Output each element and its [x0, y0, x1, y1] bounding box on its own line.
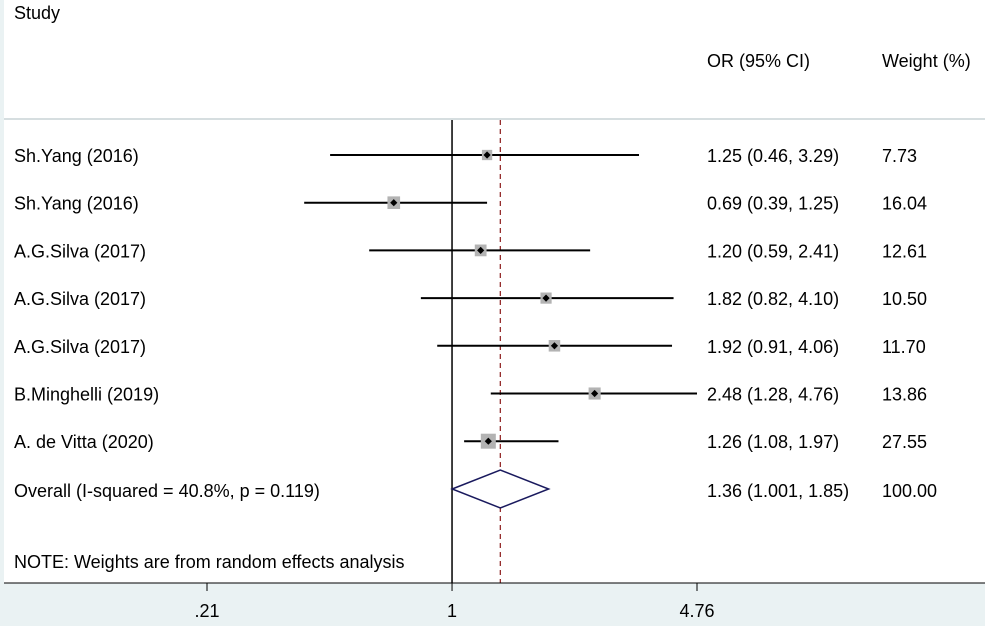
effect-header: OR (95% CI) — [707, 51, 810, 71]
overall-row: Overall (I-squared = 40.8%, p = 0.119) 1… — [14, 469, 937, 509]
study-row: A.G.Silva (2017) 1.20 (0.59, 2.41) 12.61 — [14, 241, 927, 261]
ci-text: 2.48 (1.28, 4.76) — [707, 385, 839, 405]
ci-text: 1.25 (0.46, 3.29) — [707, 146, 839, 166]
study-label: Sh.Yang (2016) — [14, 194, 139, 214]
ci-text: 1.92 (0.91, 4.06) — [707, 337, 839, 357]
study-row: Sh.Yang (2016) 0.69 (0.39, 1.25) 16.04 — [14, 194, 927, 214]
overall-label: Overall (I-squared = 40.8%, p = 0.119) — [14, 481, 320, 501]
weight-text: 12.61 — [882, 241, 927, 261]
point-estimate — [483, 151, 491, 159]
weights-note: NOTE: Weights are from random effects an… — [14, 552, 404, 572]
overall-diamond — [450, 469, 551, 509]
study-row: A.G.Silva (2017) 1.92 (0.91, 4.06) 11.70 — [14, 337, 926, 357]
study-label: Sh.Yang (2016) — [14, 146, 139, 166]
weight-header: Weight (%) — [882, 51, 971, 71]
x-axis-ticks: .21 1 4.76 — [194, 583, 715, 621]
study-row: A. de Vitta (2020) 1.26 (1.08, 1.97) 27.55 — [14, 432, 927, 452]
weight-text: 27.55 — [882, 432, 927, 452]
ci-text: 0.69 (0.39, 1.25) — [707, 194, 839, 214]
study-row: A.G.Silva (2017) 1.82 (0.82, 4.10) 10.50 — [14, 289, 927, 309]
point-estimate — [550, 342, 559, 350]
study-label: A.G.Silva (2017) — [14, 337, 146, 357]
x-tick-label: .21 — [194, 601, 219, 621]
weight-text: 10.50 — [882, 289, 927, 309]
ci-text: 1.82 (0.82, 4.10) — [707, 289, 839, 309]
study-label: B.Minghelli (2019) — [14, 385, 159, 405]
study-label: A. de Vitta (2020) — [14, 432, 154, 452]
weight-text: 13.86 — [882, 385, 927, 405]
point-estimate — [390, 199, 398, 207]
study-label: A.G.Silva (2017) — [14, 241, 146, 261]
overall-weight-text: 100.00 — [882, 481, 937, 501]
ci-text: 1.20 (0.59, 2.41) — [707, 241, 839, 261]
study-label: A.G.Silva (2017) — [14, 289, 146, 309]
ci-text: 1.26 (1.08, 1.97) — [707, 432, 839, 452]
weight-text: 16.04 — [882, 194, 927, 214]
point-estimate — [591, 389, 599, 398]
weight-text: 11.70 — [882, 337, 926, 357]
study-header: Study — [14, 3, 60, 23]
point-estimate — [477, 246, 485, 254]
study-rows: Sh.Yang (2016) 1.25 (0.46, 3.29) 7.73Sh.Ya… — [14, 146, 927, 452]
study-row: B.Minghelli (2019) 2.48 (1.28, 4.76) 13.86 — [14, 385, 927, 405]
point-estimate — [542, 294, 550, 302]
x-tick-label: 1 — [447, 601, 457, 621]
point-estimate — [484, 437, 492, 445]
overall-ci-text: 1.36 (1.001, 1.85) — [707, 481, 849, 501]
weight-text: 7.73 — [882, 146, 917, 166]
x-tick-label: 4.76 — [679, 601, 714, 621]
study-row: Sh.Yang (2016) 1.25 (0.46, 3.29) 7.73 — [14, 146, 917, 166]
